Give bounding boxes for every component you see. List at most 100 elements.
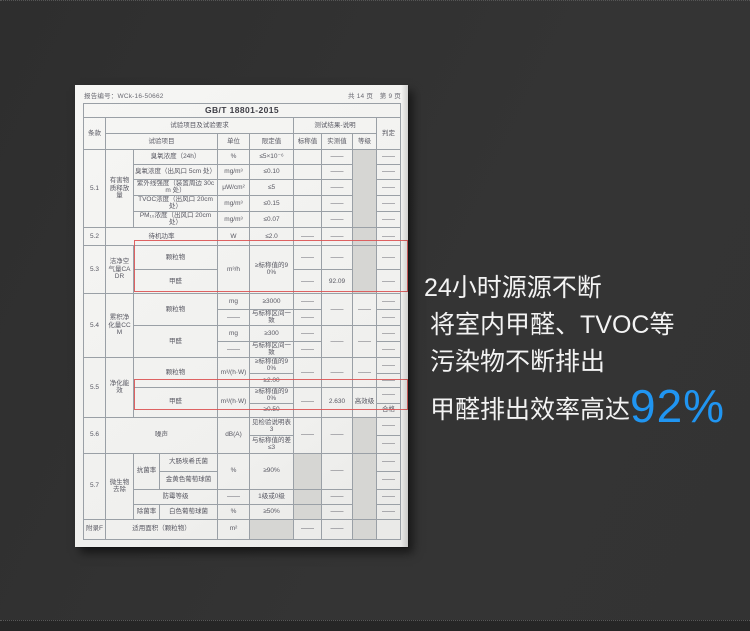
- grade-shaded-cell: [352, 452, 377, 520]
- unit-cell: dB(A): [217, 416, 250, 454]
- limit-cell: ≥标称值的90%: [249, 244, 294, 294]
- unit-cell: m³/(h·W): [217, 386, 250, 418]
- col-header-unit: 单位: [217, 133, 250, 150]
- dash-cell: ——: [321, 149, 353, 165]
- item-standby-power: 待机功率: [105, 226, 218, 246]
- empty-cell: [293, 179, 322, 196]
- unit-cell: ——: [217, 308, 250, 326]
- limit-cell: ≥90%: [249, 452, 294, 490]
- item-uv-intensity: 紫外线强度（装置周边 30cm 处）: [133, 179, 218, 196]
- promo-percentage-value: 92%: [630, 380, 726, 432]
- dash-cell: ——: [375, 340, 402, 358]
- empty-cell: [375, 518, 402, 540]
- limit-cell: ≤2.0: [249, 226, 294, 246]
- category-5-7-microbial: 微生物去除: [105, 452, 134, 520]
- col-header-limit: 限定值: [249, 133, 294, 150]
- report-number: 报告编号：WCk-16-50662: [84, 93, 164, 100]
- dash-cell: ——: [321, 244, 353, 270]
- item-ccm-formaldehyde: 甲醛: [133, 324, 218, 358]
- grade-shaded-cell: [352, 226, 377, 246]
- top-dotted-divider: [0, 0, 750, 1]
- dash-cell: ——: [321, 179, 353, 196]
- limit-cell: ≥300: [249, 324, 294, 342]
- promo-line-4: 甲醛排出效率高达92%: [424, 383, 744, 429]
- unit-cell: mg/m³: [217, 194, 250, 212]
- col-header-item: 试验项目: [105, 133, 218, 150]
- report-page-header: 报告编号：WCk-16-50662 共 14 页 第 9 页: [84, 90, 401, 100]
- limit-cell: 与标称区间一致: [249, 308, 294, 326]
- unit-cell: m³/h: [217, 244, 250, 294]
- clause-5-3: 5.3: [83, 244, 106, 294]
- dash-cell: ——: [375, 386, 402, 404]
- dash-cell: ——: [375, 179, 402, 196]
- category-5-1: 有害物质释放量: [105, 149, 134, 228]
- limit-cell: ≤5×10⁻⁶: [249, 149, 294, 165]
- limit-cell: ≥2.00: [249, 372, 294, 388]
- dash-cell: ——: [352, 292, 377, 326]
- limit-cell: ≤0.07: [249, 210, 294, 228]
- category-5-4-ccm: 累积净化量CCM: [105, 292, 134, 358]
- measured-cadr-formaldehyde: 92.09: [321, 268, 353, 294]
- dash-cell: ——: [375, 488, 402, 505]
- item-cadr-formaldehyde: 甲醛: [133, 268, 218, 294]
- promo-text-block: 24小时源源不断 将室内甲醛、TVOC等 污染物不断排出 甲醛排出效率高达92%: [424, 270, 744, 429]
- item-pm10: PM₁₀浓度（出风口 20cm 处）: [133, 210, 218, 228]
- item-ozone-outlet: 臭氧浓度（出风口 5cm 处）: [133, 164, 218, 180]
- unit-cell: W: [217, 226, 250, 246]
- limit-cell: ≥50%: [249, 503, 294, 520]
- dash-cell: ——: [321, 292, 353, 326]
- nominal-shaded-cell: [293, 452, 322, 490]
- unit-cell: m²: [217, 518, 250, 540]
- limit-cell: 见检验说明表 3: [249, 416, 294, 436]
- bottom-dark-strip: [0, 620, 750, 631]
- unit-cell: μW/cm²: [217, 179, 250, 196]
- unit-cell: mg: [217, 324, 250, 342]
- limit-cell: 与标称区间一致: [249, 340, 294, 358]
- test-report-scan: 报告编号：WCk-16-50662 共 14 页 第 9 页 GB/T 1880…: [75, 85, 408, 547]
- unit-cell: mg/m³: [217, 210, 250, 228]
- dash-cell: ——: [375, 470, 402, 490]
- limit-cell: ≤0.10: [249, 164, 294, 180]
- unit-cell: %: [217, 452, 250, 490]
- clause-5-1: 5.1: [83, 149, 106, 228]
- dash-cell: ——: [375, 324, 402, 342]
- dash-cell: ——: [375, 164, 402, 180]
- dash-cell: ——: [375, 149, 402, 165]
- col-header-item-req: 试验项目及试验要求: [105, 117, 294, 134]
- clause-appendix-f: 附录F: [83, 518, 106, 540]
- limit-cell: ≥0.50: [249, 402, 294, 418]
- limit-cell: 与标称值的差≤3: [249, 434, 294, 454]
- promo-line-1: 24小时源源不断: [424, 274, 602, 302]
- category-5-5-efficiency: 净化能效: [105, 356, 134, 418]
- item-applicable-area: 适用面积（颗粒物）: [105, 518, 218, 540]
- dash-cell: ——: [375, 356, 402, 374]
- limit-cell: ≤0.15: [249, 194, 294, 212]
- clause-5-2: 5.2: [83, 226, 106, 246]
- clause-5-7: 5.7: [83, 452, 106, 520]
- dash-cell: ——: [293, 292, 322, 310]
- standard-title: GB/T 18801-2015: [82, 103, 402, 118]
- dash-cell: ——: [375, 292, 402, 310]
- col-header-measured: 实测值: [321, 133, 353, 150]
- dash-cell: ——: [352, 324, 377, 358]
- dash-cell: ——: [321, 518, 353, 540]
- item-staph-albus: 白色葡萄球菌: [159, 503, 218, 520]
- dash-cell: ——: [375, 416, 402, 436]
- dash-cell: ——: [293, 356, 322, 388]
- dash-cell: ——: [293, 226, 322, 246]
- dash-cell: ——: [321, 452, 353, 490]
- report-page-info: 共 14 页 第 9 页: [348, 93, 401, 100]
- test-result-table: GB/T 18801-2015 条款 试验项目及试验要求 测试结果-说明 判定 …: [82, 103, 402, 540]
- col-header-result: 测试结果-说明: [293, 117, 377, 134]
- limit-cell: ≥标称值的90%: [249, 356, 294, 374]
- item-eff-formaldehyde: 甲醛: [133, 386, 218, 418]
- col-header-nominal: 标称值: [293, 133, 322, 150]
- dash-cell: ——: [293, 324, 322, 342]
- item-ccm-particulate: 颗粒物: [133, 292, 218, 326]
- limit-shaded-cell: [249, 518, 294, 540]
- dash-cell: ——: [293, 518, 322, 540]
- item-eff-particulate: 颗粒物: [133, 356, 218, 388]
- unit-cell: m³/(h·W): [217, 356, 250, 388]
- dash-cell: ——: [375, 308, 402, 326]
- dash-cell: ——: [375, 244, 402, 270]
